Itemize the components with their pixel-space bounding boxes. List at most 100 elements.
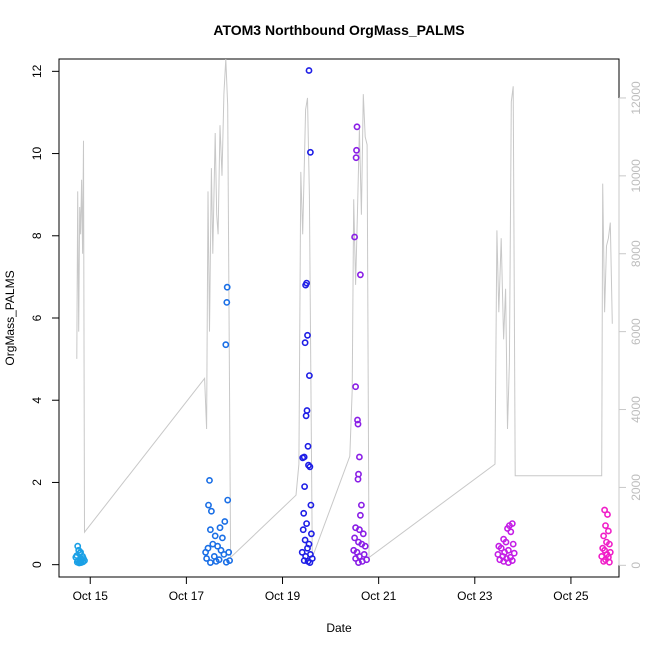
data-point [355, 526, 363, 534]
data-point [358, 558, 366, 565]
data-point [214, 542, 221, 550]
data-point [302, 281, 309, 289]
y-tick-label: 10 [30, 147, 44, 161]
y2-tick-label: 6000 [629, 318, 643, 345]
data-point [600, 532, 607, 540]
data-point [211, 532, 219, 540]
data-point [356, 271, 364, 279]
data-point [223, 283, 231, 291]
data-point [354, 416, 361, 424]
data-point [306, 463, 314, 471]
series-1 [72, 542, 88, 567]
data-point [351, 534, 358, 542]
data-point [354, 420, 362, 428]
data-point [353, 123, 361, 131]
y-tick-label: 4 [30, 397, 44, 404]
data-point [216, 524, 224, 532]
data-point [298, 548, 306, 556]
data-point [361, 542, 369, 550]
chart-title: ATOM3 Northbound OrgMass_PALMS [213, 22, 464, 38]
data-point [79, 558, 87, 566]
series-4 [350, 123, 370, 566]
y2-axis: 0 2000 4000 6000 8000 10000 12000 [618, 81, 643, 569]
data-point [305, 372, 313, 379]
data-point [606, 540, 613, 548]
x-tick-label: Oct 15 [73, 589, 109, 603]
data-point [354, 475, 362, 483]
data-point [305, 67, 313, 74]
data-point [74, 542, 82, 550]
data-point [352, 383, 359, 391]
data-point [606, 558, 613, 566]
data-point [205, 501, 212, 509]
data-point [353, 146, 360, 154]
secondary-series-line [76, 58, 613, 559]
x-tick-label: Oct 19 [265, 589, 301, 603]
data-point [203, 555, 210, 562]
data-point [304, 442, 312, 450]
data-point [299, 454, 307, 462]
data-point [300, 557, 308, 564]
points-layer [72, 67, 614, 567]
x-tick-label: Oct 17 [169, 589, 205, 603]
data-point [206, 526, 214, 534]
data-point [605, 527, 612, 535]
data-point [306, 148, 314, 156]
data-point [212, 558, 220, 565]
data-point [355, 559, 362, 566]
data-point [351, 233, 358, 241]
data-point [222, 558, 230, 566]
data-point [218, 534, 226, 542]
data-point [226, 557, 233, 564]
data-point [507, 528, 515, 536]
series-6 [598, 506, 614, 566]
series-5 [494, 520, 518, 566]
series-3 [298, 67, 316, 566]
data-point [299, 526, 307, 534]
data-point [497, 544, 505, 552]
data-point [357, 501, 365, 509]
data-point [303, 520, 310, 527]
x-tick-label: Oct 25 [553, 589, 589, 603]
y-tick-label: 2 [30, 479, 44, 486]
data-point [352, 154, 360, 162]
data-point [223, 298, 231, 306]
y-tick-label: 6 [30, 314, 44, 321]
data-point [206, 559, 214, 566]
x-axis: Oct 15 Oct 17 Oct 19 Oct 21 Oct 23 Oct 25 [73, 576, 589, 603]
data-point [302, 412, 310, 420]
data-point [304, 544, 311, 552]
data-point [307, 530, 315, 538]
data-point [601, 506, 608, 514]
x-tick-label: Oct 23 [457, 589, 493, 603]
y-axis: 0 2 4 6 8 10 12 [30, 64, 60, 568]
data-point [307, 501, 315, 509]
secondary-line-layer [76, 58, 613, 559]
data-point [359, 530, 367, 538]
data-point [204, 544, 212, 552]
data-point [206, 476, 213, 484]
data-point [75, 559, 83, 567]
y2-tick-label: 8000 [629, 240, 643, 267]
data-point [502, 538, 510, 546]
data-point [301, 483, 308, 490]
series-2 [202, 283, 233, 566]
data-point [221, 518, 229, 525]
data-point [220, 551, 228, 558]
data-point [604, 511, 611, 518]
y-tick-label: 12 [30, 64, 44, 78]
x-axis-label: Date [326, 621, 352, 635]
x-tick-label: Oct 21 [361, 589, 397, 603]
data-point [301, 339, 309, 347]
data-point [306, 559, 314, 566]
data-point [602, 522, 609, 529]
y2-tick-label: 2000 [629, 474, 643, 501]
data-point [355, 453, 363, 461]
data-point [300, 509, 308, 517]
data-point [504, 559, 512, 566]
y2-tick-label: 4000 [629, 396, 643, 423]
y-tick-label: 8 [30, 232, 44, 239]
y2-tick-label: 10000 [629, 159, 643, 193]
